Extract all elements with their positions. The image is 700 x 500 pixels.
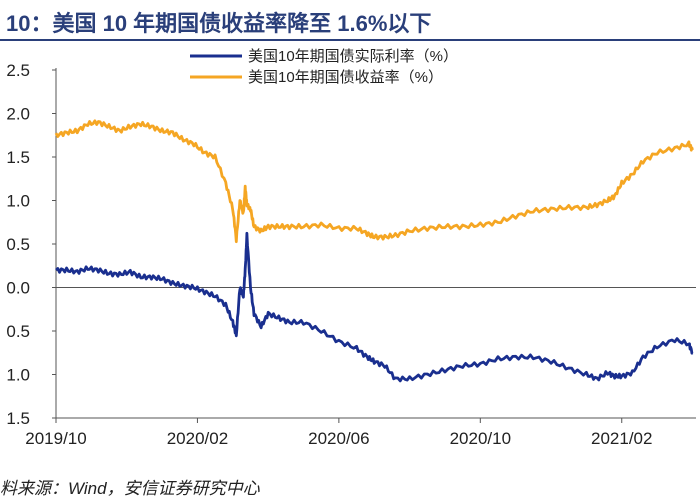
y-tick-label: 2.5 [6,61,30,80]
legend-label: 美国10年期国债收益率（%） [248,69,443,86]
y-tick-label: 1.5 [6,148,30,167]
y-tick-label: 0.5 [6,235,30,254]
chart-title: 10：美国 10 年期国债收益率降至 1.6%以下 [6,11,432,36]
y-tick-label: 2.0 [6,105,30,124]
legend-label: 美国10年期国债实际利率（%） [248,48,458,65]
x-tick-label: 2021/02 [591,429,652,448]
y-tick-label: 1.0 [6,192,30,211]
source-note: 料来源：Wind，安信证券研究中心 [0,479,260,498]
x-tick-label: 2020/06 [308,429,369,448]
title-bar: 10：美国 10 年期国债收益率降至 1.6%以下 [0,0,700,38]
series-line-nominal-yield [54,119,694,244]
series-line-real-rate [55,231,694,383]
title-rule [0,39,700,41]
y-tick-label: 1.0 [6,366,30,385]
y-tick-label: 0.5 [6,322,30,341]
x-tick-label: 2019/10 [25,429,86,448]
x-tick-label: 2020/02 [167,429,228,448]
x-tick-label: 2020/10 [450,429,511,448]
y-tick-label: 0.0 [6,279,30,298]
y-tick-label: 1.5 [6,409,30,428]
